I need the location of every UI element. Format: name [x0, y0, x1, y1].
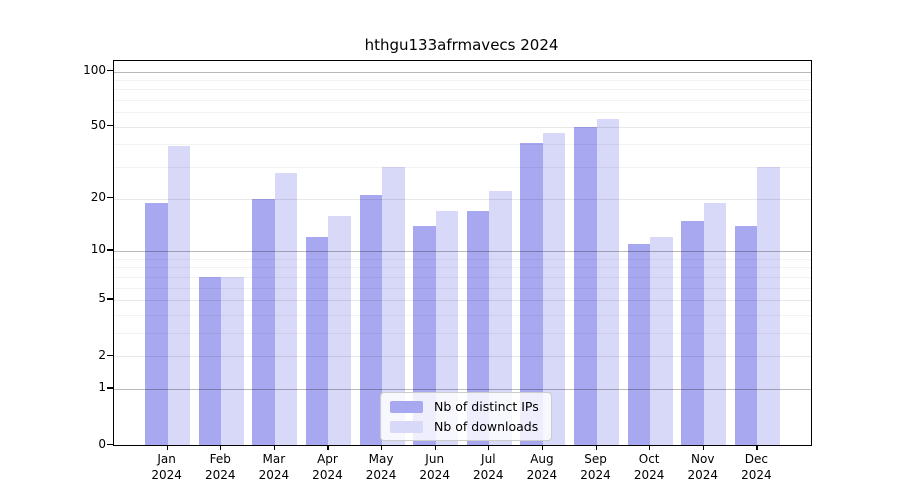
- bar-distinct-ips-dec: [734, 225, 758, 445]
- y-tick-label-5: 5: [98, 291, 106, 306]
- y-tick-mark: [107, 387, 113, 389]
- y-tick-label-10: 10: [90, 242, 106, 257]
- bar-distinct-ips-oct: [627, 243, 651, 445]
- legend: Nb of distinct IPs Nb of downloads: [380, 392, 552, 441]
- chart-title: hthgu133afrmavecs 2024: [364, 36, 559, 54]
- y-tick-mark: [107, 125, 113, 127]
- x-tick-label-jun: Jun 2024: [419, 452, 450, 482]
- bar-distinct-ips-sep: [574, 126, 597, 445]
- x-tick-mark: [595, 444, 597, 450]
- y-tick-mark: [107, 249, 113, 251]
- bar-distinct-ips-mar: [252, 198, 275, 445]
- x-tick-label-sep: Sep 2024: [580, 452, 611, 482]
- bar-distinct-ips-jul: [466, 211, 490, 445]
- y-tick-mark: [107, 197, 113, 199]
- y-tick-label-1: 1: [98, 380, 106, 395]
- bar-downloads-apr: [328, 215, 351, 445]
- plot-area: Nb of distinct IPs Nb of downloads: [113, 60, 812, 446]
- x-tick-mark: [327, 444, 329, 450]
- legend-label-distinct-ips: Nb of distinct IPs: [434, 399, 539, 414]
- bar-distinct-ips-apr: [305, 237, 329, 445]
- x-tick-mark: [649, 444, 651, 450]
- x-tick-label-feb: Feb 2024: [204, 452, 236, 482]
- bar-downloads-may: [382, 167, 405, 445]
- bar-downloads-dec: [757, 167, 780, 445]
- y-tick-label-50: 50: [90, 118, 106, 133]
- x-tick-mark: [541, 444, 544, 450]
- legend-label-downloads: Nb of downloads: [434, 419, 539, 434]
- x-tick-label-nov: Nov 2024: [687, 452, 719, 482]
- x-tick-label-aug: Aug 2024: [526, 452, 558, 482]
- bar-distinct-ips-jun: [413, 225, 436, 445]
- legend-swatch-downloads: [390, 420, 423, 433]
- y-tick-mark: [107, 298, 113, 300]
- x-tick-label-oct: Oct 2024: [633, 452, 665, 482]
- bar-downloads-nov: [703, 202, 727, 445]
- bar-downloads-feb: [221, 276, 244, 445]
- x-tick-mark: [166, 444, 168, 450]
- y-tick-label-2: 2: [98, 347, 106, 362]
- x-tick-mark: [220, 444, 222, 450]
- x-tick-label-mar: Mar 2024: [258, 452, 290, 482]
- y-tick-mark: [107, 443, 113, 445]
- y-tick-mark: [107, 70, 113, 72]
- bar-distinct-ips-nov: [681, 220, 704, 445]
- x-tick-mark: [702, 444, 704, 450]
- x-tick-label-jan: Jan 2024: [151, 452, 182, 482]
- y-axis-labels: 0 1 2 5 10 20 50 100: [0, 0, 113, 500]
- x-tick-label-dec: Dec 2024: [741, 452, 772, 482]
- bar-downloads-jan: [167, 146, 191, 445]
- x-tick-mark: [381, 444, 383, 450]
- bar-downloads-oct: [650, 237, 673, 445]
- legend-entry-distinct-ips: Nb of distinct IPs: [390, 399, 539, 414]
- bar-distinct-ips-feb: [198, 276, 222, 445]
- x-tick-mark: [756, 444, 758, 450]
- x-tick-label-jul: Jul 2024: [473, 452, 504, 482]
- bar-downloads-sep: [596, 119, 620, 445]
- bar-distinct-ips-aug: [520, 142, 543, 445]
- y-tick-mark: [107, 354, 113, 356]
- x-tick-label-apr: Apr 2024: [312, 452, 343, 482]
- bar-downloads-jun: [435, 211, 459, 445]
- bar-downloads-mar: [274, 172, 298, 445]
- bar-downloads-jul: [489, 191, 512, 445]
- bar-distinct-ips-may: [359, 194, 383, 445]
- x-tick-mark: [273, 444, 276, 450]
- legend-swatch-distinct-ips: [390, 400, 423, 413]
- y-tick-label-20: 20: [90, 190, 106, 205]
- x-tick-mark: [488, 444, 490, 450]
- y-tick-label-0: 0: [98, 436, 106, 451]
- bar-distinct-ips-jan: [145, 202, 168, 445]
- legend-entry-downloads: Nb of downloads: [390, 419, 539, 434]
- x-tick-label-may: May 2024: [365, 452, 397, 482]
- bars-layer: [114, 61, 811, 445]
- x-tick-mark: [434, 444, 436, 450]
- y-tick-label-100: 100: [83, 63, 106, 77]
- bar-downloads-aug: [542, 133, 566, 445]
